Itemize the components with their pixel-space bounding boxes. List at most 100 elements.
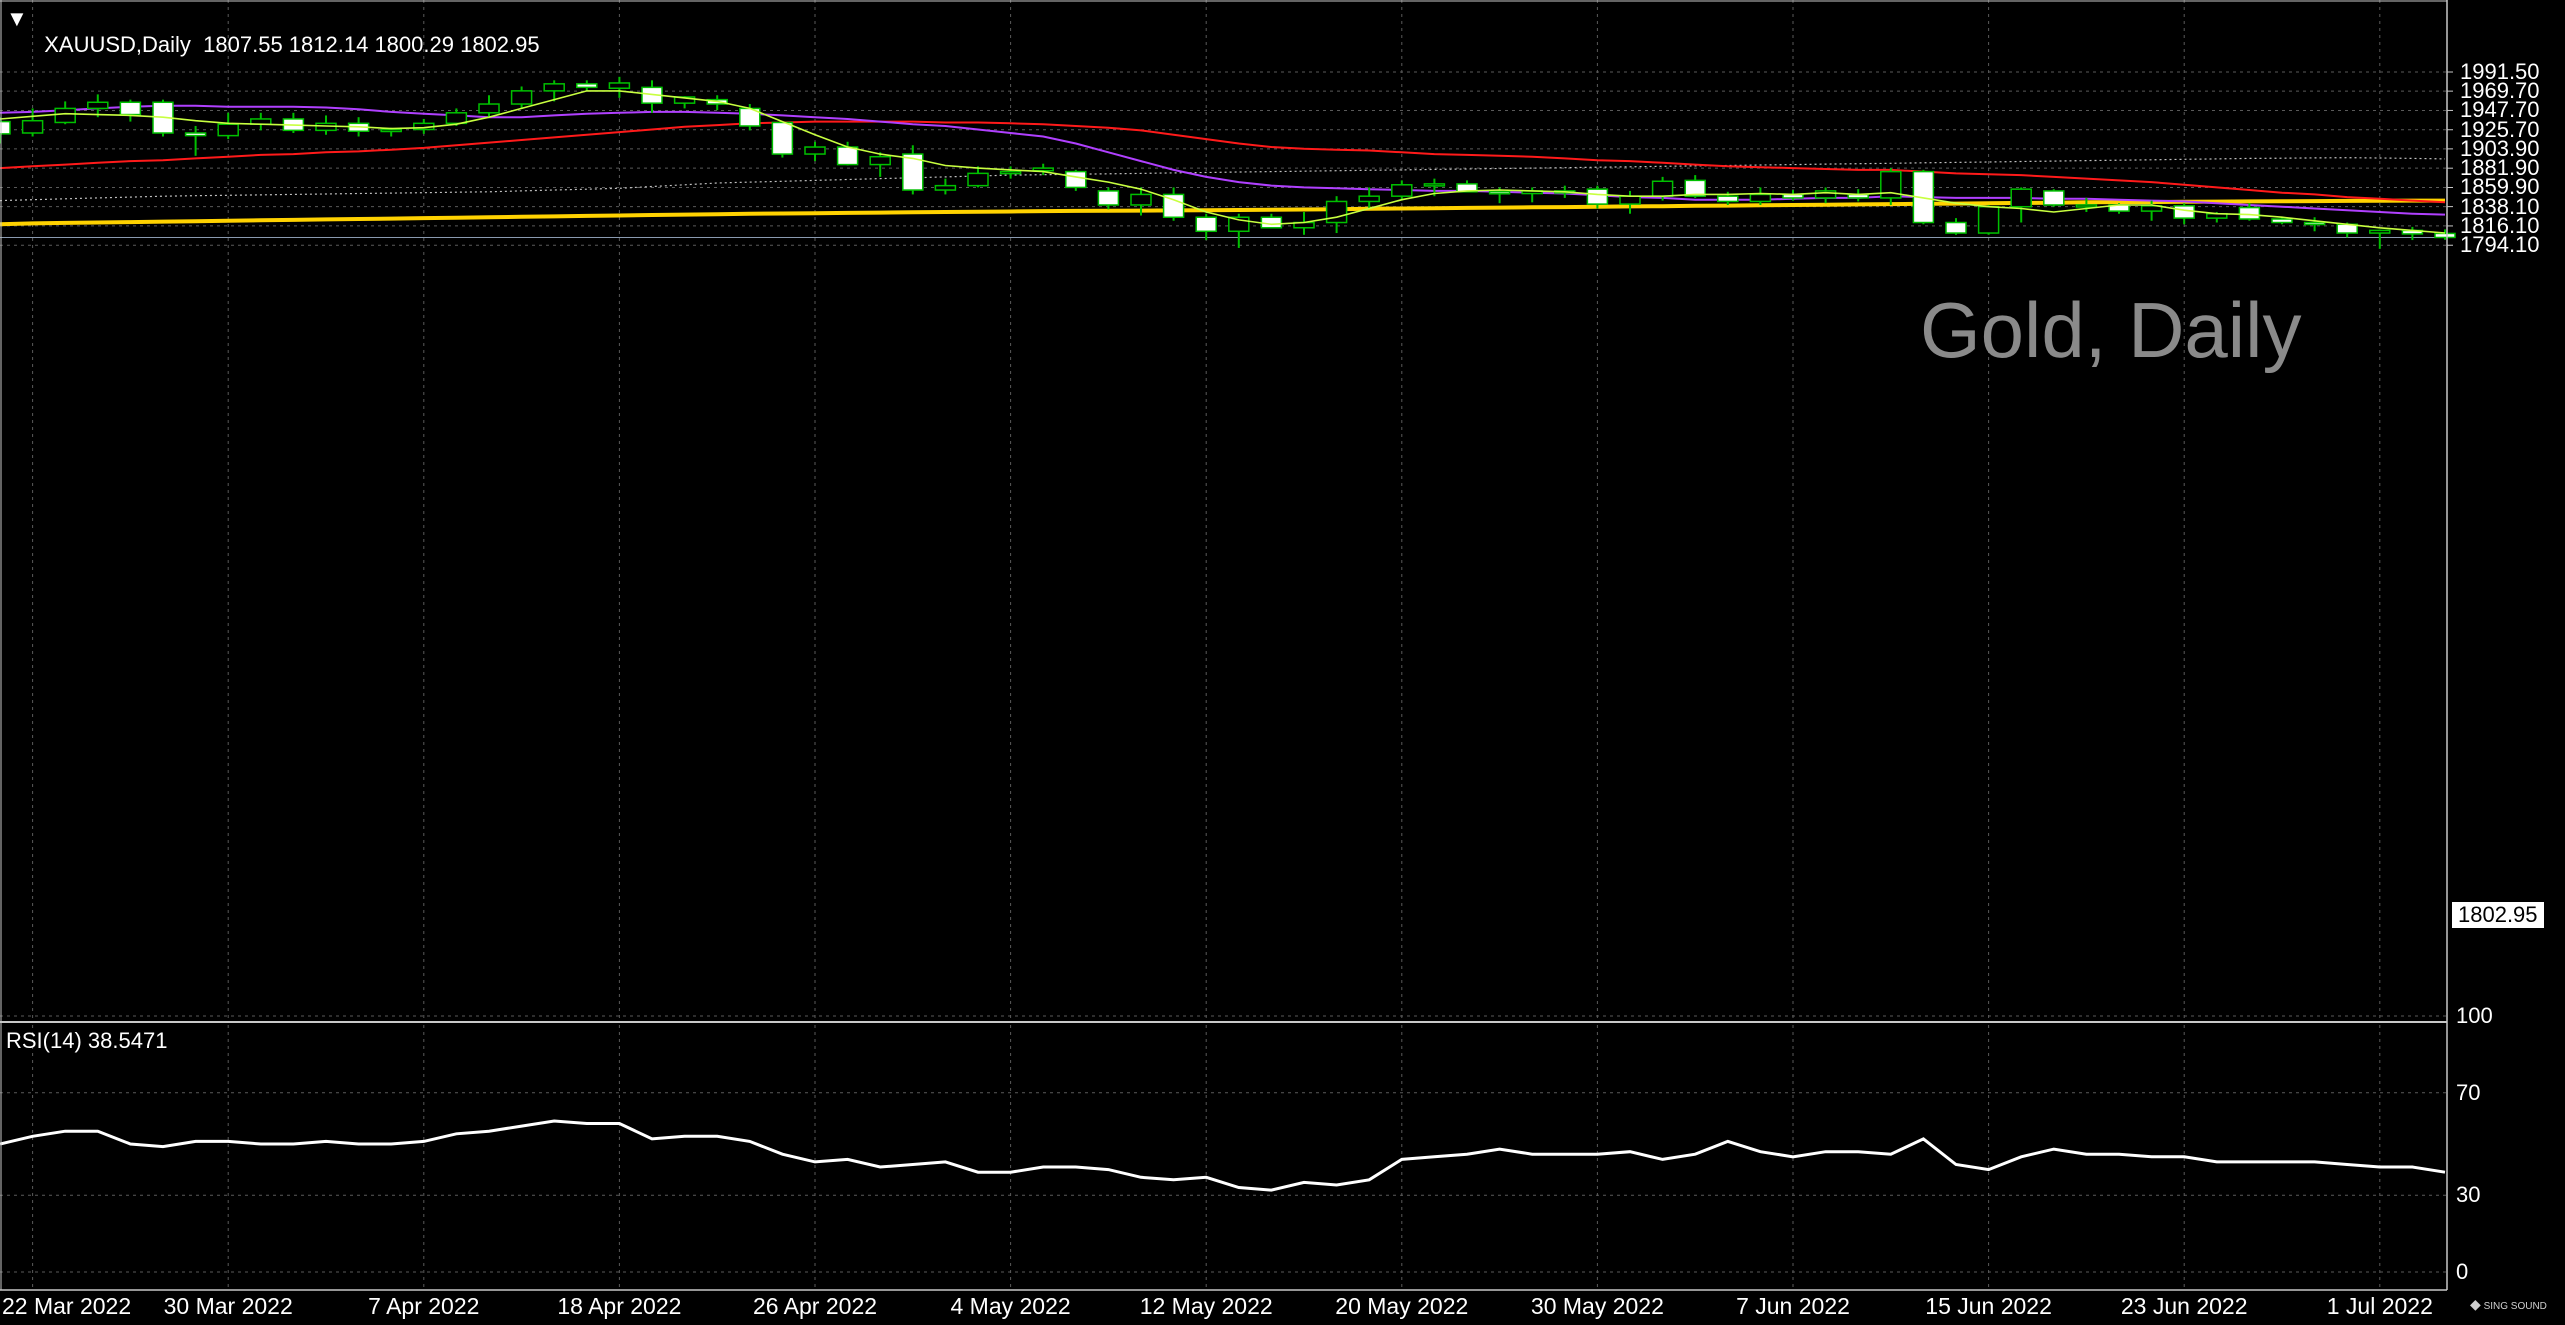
rsi-header: RSI(14) 38.5471	[6, 1028, 168, 1053]
price-tick-label: 1969.70	[2460, 78, 2540, 104]
logo-text: SING SOUND	[2483, 1301, 2547, 1312]
watermark: Gold, Daily	[1920, 286, 2302, 374]
candle-body	[1325, 200, 1348, 224]
candle-body	[771, 121, 794, 155]
candle-body	[999, 170, 1022, 175]
candle-body	[1814, 190, 1837, 199]
candle-body	[967, 172, 989, 187]
date-tick-label: 22 Mar 2022	[2, 1293, 132, 1319]
broker-logo-icon: ◆ SING SOUND	[2470, 1296, 2547, 1312]
candle-body	[1945, 221, 1967, 234]
date-tick-label: 12 May 2022	[1139, 1293, 1273, 1319]
candle-body	[902, 153, 924, 191]
candles-layer	[0, 76, 2456, 249]
candle-body	[510, 90, 533, 105]
price-tick-label: 1881.90	[2460, 155, 2540, 181]
candle-body	[1456, 183, 1478, 193]
candle-body	[380, 128, 402, 133]
ma-long-layer	[0, 198, 2445, 227]
date-tick-label: 30 May 2022	[1530, 1293, 1664, 1319]
candle-body	[2173, 205, 2195, 219]
candle-body	[2303, 221, 2326, 226]
rsi-tick-label: 30	[2456, 1182, 2481, 1208]
candle-body	[1195, 216, 1217, 233]
rsi-tick-label: 100	[2456, 1003, 2493, 1028]
candle-body	[2369, 229, 2391, 234]
price-tick-label: 1838.10	[2460, 193, 2540, 219]
chart-frame	[0, 0, 2453, 1291]
ma-fast-line	[0, 90, 2446, 234]
candle-body	[1130, 193, 1152, 206]
candle-body	[2140, 205, 2163, 212]
date-tick-label: 18 Apr 2022	[557, 1293, 682, 1319]
candle-body	[836, 146, 859, 166]
candle-body	[184, 132, 207, 137]
price-tick-label: 1947.70	[2460, 97, 2540, 123]
candle-body	[54, 107, 76, 124]
candle-body	[87, 101, 109, 110]
candle-body	[673, 96, 696, 104]
candle-body	[869, 155, 891, 166]
rsi-tick-label: 0	[2456, 1259, 2469, 1284]
candle-body	[2271, 218, 2293, 224]
candle-body	[2434, 232, 2456, 239]
price-tick-label: 1859.90	[2460, 174, 2540, 200]
candle-body	[445, 112, 468, 125]
candle-body	[1488, 191, 1511, 195]
candle-body	[1717, 195, 1739, 203]
candle-body	[217, 123, 239, 137]
candle-body	[804, 146, 826, 155]
candle-body	[1977, 205, 2000, 234]
date-tick-label: 20 May 2022	[1335, 1293, 1469, 1319]
candle-body	[2238, 206, 2261, 220]
date-tick-label: 23 Jun 2022	[2120, 1293, 2248, 1319]
candle-body	[1032, 167, 1054, 172]
candle-body	[1749, 193, 1772, 203]
candle-body	[2043, 190, 2065, 206]
date-tick-label: 30 Mar 2022	[163, 1293, 293, 1319]
candle-body	[1880, 170, 1902, 199]
candle-body	[1391, 184, 1413, 197]
candle-body	[1097, 190, 1120, 206]
date-tick-label: 26 Apr 2022	[752, 1293, 878, 1319]
ma-mid-line	[0, 104, 2446, 216]
price-tick-label: 1925.70	[2460, 116, 2540, 142]
date-tick-label: 4 May 2022	[950, 1293, 1071, 1319]
price-tick-label: 1991.50	[2460, 59, 2540, 84]
ma-slow-layer	[0, 120, 2446, 204]
ma-fast-layer	[0, 90, 2446, 234]
candle-body	[934, 184, 957, 191]
date-tick-label: 7 Apr 2022	[368, 1293, 480, 1319]
price-tick-label: 1794.10	[2460, 232, 2540, 258]
candle-body	[0, 120, 11, 135]
candle-body	[119, 101, 142, 116]
candle-body	[1065, 170, 1087, 189]
last-price-label: 1802.95	[2452, 902, 2544, 928]
ma-mid-layer	[0, 104, 2446, 216]
candle-body	[543, 83, 565, 92]
candle-body	[21, 119, 44, 134]
candle-body	[1586, 188, 1609, 205]
candle-body	[478, 103, 500, 114]
date-tick-label: 1 Jul 2022	[2326, 1293, 2433, 1319]
rsi-layer	[0, 1119, 2446, 1192]
rsi-tick-label: 70	[2456, 1079, 2481, 1105]
candle-body	[1162, 193, 1185, 218]
ohlc-values: 1807.55 1812.14 1800.29 1802.95	[203, 32, 540, 57]
header-triangle-icon[interactable]: ▼	[6, 6, 28, 31]
symbol-label: XAUUSD,Daily	[44, 32, 191, 57]
ma-slow-line	[0, 120, 2446, 204]
candle-body	[608, 82, 631, 89]
candle-body	[1619, 195, 1641, 205]
candle-body	[1684, 179, 1706, 197]
price-tick-label: 1903.90	[2460, 135, 2540, 161]
symbol-header: XAUUSD,Daily 1807.55 1812.14 1800.29 180…	[32, 6, 540, 58]
candle-body	[1651, 180, 1674, 197]
grid-lines	[0, 0, 2447, 1290]
date-tick-label: 7 Jun 2022	[1736, 1293, 1850, 1319]
date-tick-label: 15 Jun 2022	[1925, 1293, 2052, 1319]
candle-body	[2075, 204, 2098, 208]
candle-body	[576, 83, 598, 89]
candle-body	[1358, 195, 1380, 203]
